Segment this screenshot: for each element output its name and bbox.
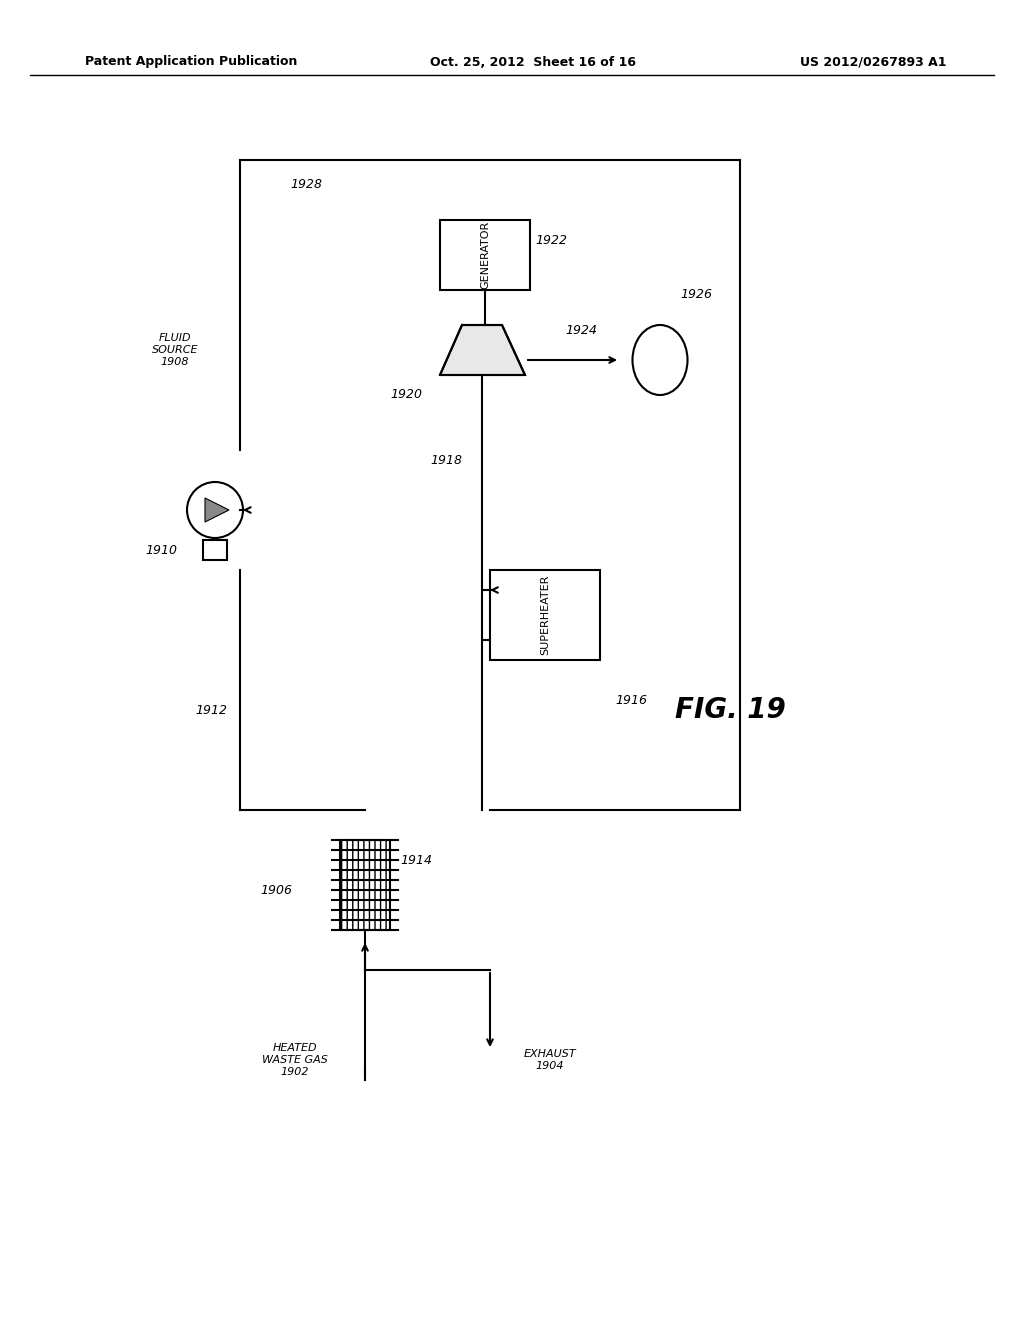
Text: EXHAUST
1904: EXHAUST 1904: [523, 1049, 577, 1071]
Text: Patent Application Publication: Patent Application Publication: [85, 55, 297, 69]
Bar: [203, 540, 227, 560]
Text: 1906: 1906: [260, 883, 292, 896]
Text: 1918: 1918: [430, 454, 462, 466]
Text: 1922: 1922: [535, 234, 567, 247]
Text: 1910: 1910: [145, 544, 177, 557]
Text: HEATED
WASTE GAS
1902: HEATED WASTE GAS 1902: [262, 1043, 328, 1077]
Polygon shape: [205, 498, 229, 521]
Text: 1914: 1914: [400, 854, 432, 866]
Text: US 2012/0267893 A1: US 2012/0267893 A1: [800, 55, 946, 69]
Bar: [490, 570, 600, 660]
Text: 1912: 1912: [195, 704, 227, 717]
Text: 1920: 1920: [390, 388, 422, 401]
Text: 1926: 1926: [680, 289, 712, 301]
Text: FLUID
SOURCE
1908: FLUID SOURCE 1908: [152, 334, 199, 367]
Text: GENERATOR: GENERATOR: [480, 220, 490, 289]
Ellipse shape: [633, 325, 687, 395]
Circle shape: [187, 482, 243, 539]
Text: FIG. 19: FIG. 19: [675, 696, 785, 723]
Text: 1924: 1924: [565, 323, 597, 337]
Text: 1916: 1916: [615, 693, 647, 706]
Polygon shape: [440, 325, 525, 375]
Bar: [340, 840, 390, 931]
Text: 1928: 1928: [290, 178, 322, 191]
Text: Oct. 25, 2012  Sheet 16 of 16: Oct. 25, 2012 Sheet 16 of 16: [430, 55, 636, 69]
Text: SUPERHEATER: SUPERHEATER: [540, 574, 550, 655]
Bar: [440, 220, 530, 290]
